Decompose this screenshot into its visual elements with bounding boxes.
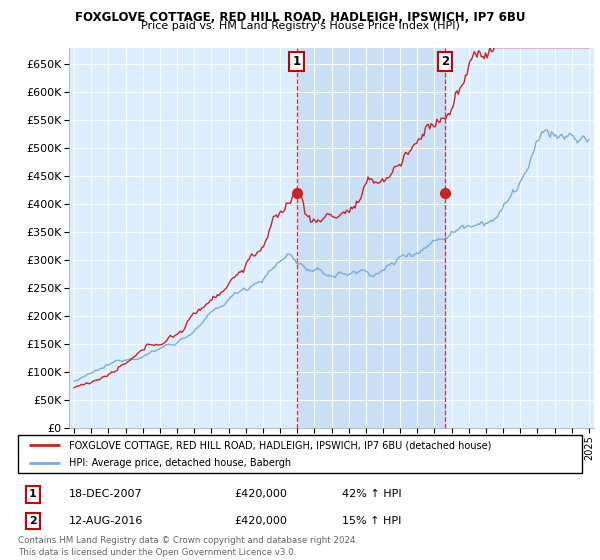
Text: Price paid vs. HM Land Registry's House Price Index (HPI): Price paid vs. HM Land Registry's House … bbox=[140, 21, 460, 31]
Bar bbox=[296, 48, 445, 428]
Text: 42% ↑ HPI: 42% ↑ HPI bbox=[342, 489, 401, 500]
Text: £420,000: £420,000 bbox=[234, 516, 287, 526]
Text: HPI: Average price, detached house, Babergh: HPI: Average price, detached house, Babe… bbox=[69, 458, 291, 468]
Text: 12-AUG-2016: 12-AUG-2016 bbox=[69, 516, 143, 526]
FancyBboxPatch shape bbox=[18, 435, 582, 473]
Text: 18-DEC-2007: 18-DEC-2007 bbox=[69, 489, 143, 500]
Text: £420,000: £420,000 bbox=[234, 489, 287, 500]
Text: 1: 1 bbox=[292, 55, 301, 68]
Text: FOXGLOVE COTTAGE, RED HILL ROAD, HADLEIGH, IPSWICH, IP7 6BU (detached house): FOXGLOVE COTTAGE, RED HILL ROAD, HADLEIG… bbox=[69, 440, 491, 450]
Text: Contains HM Land Registry data © Crown copyright and database right 2024.
This d: Contains HM Land Registry data © Crown c… bbox=[18, 536, 358, 557]
Text: FOXGLOVE COTTAGE, RED HILL ROAD, HADLEIGH, IPSWICH, IP7 6BU: FOXGLOVE COTTAGE, RED HILL ROAD, HADLEIG… bbox=[75, 11, 525, 24]
Text: 2: 2 bbox=[29, 516, 37, 526]
Text: 15% ↑ HPI: 15% ↑ HPI bbox=[342, 516, 401, 526]
Text: 2: 2 bbox=[441, 55, 449, 68]
Text: 1: 1 bbox=[29, 489, 37, 500]
